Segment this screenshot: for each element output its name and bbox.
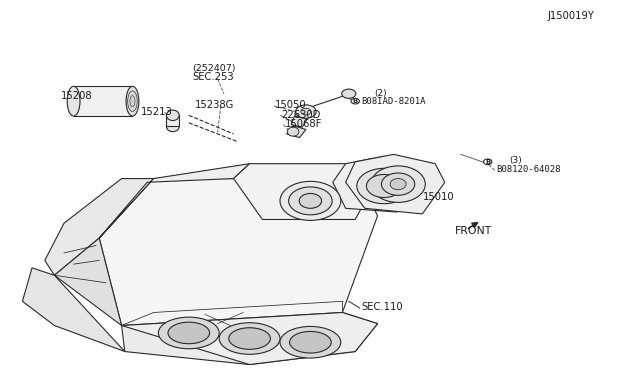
Polygon shape	[333, 156, 422, 212]
Polygon shape	[234, 164, 378, 219]
Ellipse shape	[484, 159, 492, 165]
Text: SEC.253: SEC.253	[192, 73, 234, 82]
Ellipse shape	[287, 127, 299, 136]
Polygon shape	[99, 179, 378, 326]
Text: B: B	[485, 159, 490, 165]
Polygon shape	[287, 126, 306, 138]
Text: 15238G: 15238G	[195, 100, 235, 110]
Text: 15068F: 15068F	[285, 119, 322, 128]
Polygon shape	[45, 179, 154, 275]
Ellipse shape	[351, 99, 360, 104]
Polygon shape	[291, 116, 307, 127]
Text: 15208: 15208	[61, 91, 92, 101]
Ellipse shape	[289, 187, 332, 215]
Ellipse shape	[67, 86, 80, 116]
Text: (2): (2)	[374, 89, 387, 97]
Text: FRONT: FRONT	[454, 226, 492, 235]
Ellipse shape	[158, 317, 219, 349]
Ellipse shape	[219, 323, 280, 354]
Polygon shape	[122, 312, 378, 365]
Polygon shape	[54, 238, 122, 326]
Ellipse shape	[342, 89, 356, 99]
Text: SEC.110: SEC.110	[362, 302, 403, 312]
Ellipse shape	[357, 168, 412, 204]
Ellipse shape	[280, 327, 340, 358]
Polygon shape	[74, 86, 132, 116]
Text: (3): (3)	[509, 156, 522, 165]
Ellipse shape	[300, 193, 321, 208]
Text: 15050: 15050	[275, 100, 307, 110]
Ellipse shape	[168, 322, 210, 344]
Ellipse shape	[166, 110, 179, 121]
Text: B: B	[353, 98, 358, 104]
Polygon shape	[99, 164, 250, 238]
Ellipse shape	[371, 166, 425, 202]
Ellipse shape	[126, 86, 139, 116]
Ellipse shape	[301, 108, 311, 115]
Text: B08120-64028: B08120-64028	[496, 165, 561, 174]
Ellipse shape	[366, 174, 402, 198]
Ellipse shape	[130, 96, 135, 107]
Ellipse shape	[390, 179, 406, 190]
Text: B08IAD-8201A: B08IAD-8201A	[362, 97, 426, 106]
Ellipse shape	[296, 105, 316, 118]
Ellipse shape	[128, 91, 138, 112]
Text: 15010: 15010	[422, 192, 454, 202]
Text: J150019Y: J150019Y	[547, 11, 594, 20]
Polygon shape	[166, 115, 179, 126]
Text: 15213: 15213	[141, 107, 173, 116]
Ellipse shape	[381, 173, 415, 195]
Ellipse shape	[280, 182, 340, 221]
Ellipse shape	[229, 328, 271, 349]
Polygon shape	[22, 268, 125, 352]
Ellipse shape	[289, 331, 332, 353]
Polygon shape	[122, 312, 378, 365]
Ellipse shape	[166, 121, 179, 132]
Polygon shape	[346, 154, 445, 214]
Text: (252407): (252407)	[192, 64, 236, 73]
Text: 22630D: 22630D	[282, 110, 321, 119]
